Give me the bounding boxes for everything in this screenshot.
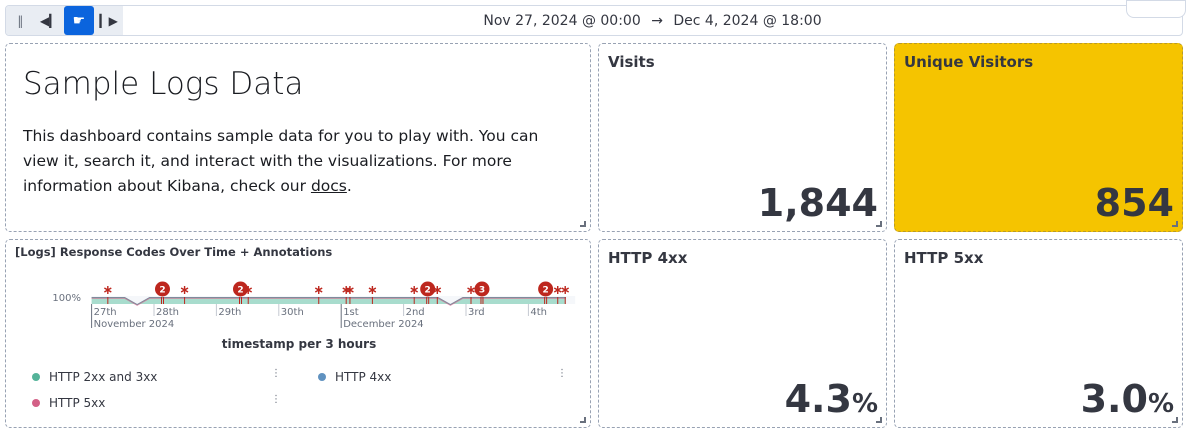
annotation-star-icon (314, 286, 323, 294)
annotation-badge (154, 281, 170, 297)
metric-unique-visitors: Unique Visitors 854 (894, 43, 1183, 232)
annotation-star-icon (553, 286, 562, 294)
annotation-star-icon (346, 286, 354, 294)
docs-link[interactable]: docs (310, 177, 347, 195)
x-tick-label: 3rd (468, 307, 485, 318)
annotation-badge (232, 281, 248, 297)
annotation-star-icon (104, 286, 112, 294)
pause-button[interactable]: ‖ (6, 6, 35, 35)
legend-item-4xx[interactable]: HTTP 4xx (318, 370, 391, 384)
legend-dot (32, 399, 40, 407)
metric-value: 3.0% (1080, 377, 1174, 421)
metric-title: Unique Visitors (904, 53, 1034, 71)
annotation-star-icon (368, 286, 377, 294)
x-tick-label: 1st (343, 307, 359, 318)
x-tick-label: 28th (156, 307, 179, 318)
corner-popover (1126, 0, 1186, 18)
step-forward-icon: ▎▶ (99, 13, 118, 28)
playback-controls: ‖ ◀▎ ☛ ▎▶ (6, 6, 123, 35)
x-tick-label: 4th (530, 307, 547, 318)
annotation-count: 2 (425, 286, 431, 296)
metric-title: HTTP 4xx (608, 249, 688, 267)
chart-title: [Logs] Response Codes Over Time + Annota… (15, 245, 333, 259)
legend-menu-icon[interactable]: ⋮ (557, 368, 567, 379)
metric-http-5xx: HTTP 5xx 3.0% (894, 239, 1183, 428)
legend-item-5xx[interactable]: HTTP 5xx (32, 396, 105, 410)
annotation-star-icon (410, 286, 419, 294)
legend-label: HTTP 2xx and 3xx (49, 370, 158, 384)
resize-handle[interactable] (580, 417, 586, 423)
step-back-button[interactable]: ◀▎ (35, 6, 64, 35)
x-tick-sublabel: November 2024 (94, 319, 175, 330)
play-button[interactable]: ☛ (63, 6, 95, 35)
annotation-badge (538, 281, 554, 297)
metric-http-4xx: HTTP 4xx 4.3% (598, 239, 887, 428)
series-line-HTTP 4xx (91, 297, 566, 306)
legend-label: HTTP 5xx (49, 396, 106, 410)
metric-value: 1,844 (757, 181, 878, 225)
step-forward-button[interactable]: ▎▶ (94, 6, 123, 35)
legend-label: HTTP 4xx (335, 370, 392, 384)
annotation-count: 2 (237, 286, 243, 296)
description-text: This dashboard contains sample data for … (23, 127, 539, 195)
metric-title: HTTP 5xx (904, 249, 984, 267)
x-tick-label: 27th (94, 307, 117, 318)
arrow-right-icon: → (651, 12, 663, 29)
annotation-star-icon (467, 286, 475, 294)
step-back-icon: ◀▎ (39, 13, 59, 28)
metric-value: 4.3% (784, 377, 878, 421)
markdown-panel: Sample Logs Data This dashboard contains… (5, 43, 591, 232)
legend-dot (32, 373, 40, 381)
metric-title: Visits (608, 53, 655, 71)
resize-handle[interactable] (1172, 221, 1178, 227)
legend-menu-icon[interactable]: ⋮ (271, 394, 281, 405)
annotation-count: 2 (542, 286, 548, 296)
page-title: Sample Logs Data (23, 66, 304, 102)
annotation-star-icon (180, 286, 189, 294)
legend-dot (318, 373, 326, 381)
legend-item-2xx[interactable]: HTTP 2xx and 3xx (32, 370, 157, 384)
annotation-count: 3 (479, 286, 485, 296)
metric-visits: Visits 1,844 (598, 43, 887, 232)
x-tick-sublabel: December 2024 (343, 319, 423, 330)
annotation-badge (474, 281, 490, 297)
annotation-count: 2 (159, 286, 165, 296)
series-area-HTTP 2xx and 3xx (91, 298, 566, 305)
description: This dashboard contains sample data for … (23, 124, 573, 199)
time-end: Dec 4, 2024 @ 18:00 (673, 12, 822, 29)
metric-value: 854 (1094, 181, 1174, 225)
chart-panel: [Logs] Response Codes Over Time + Annota… (5, 239, 591, 428)
time-start: Nov 27, 2024 @ 00:00 (483, 12, 641, 29)
legend-menu-icon[interactable]: ⋮ (271, 368, 281, 379)
resize-handle[interactable] (876, 221, 882, 227)
annotation-star-icon (561, 286, 570, 294)
annotation-star-icon (244, 286, 253, 294)
annotation-star-icon (433, 286, 442, 294)
play-icon: ☛ (72, 12, 86, 29)
x-tick-label: 30th (281, 307, 304, 318)
x-axis-title: timestamp per 3 hours (221, 337, 377, 351)
x-tick-label: 2nd (406, 307, 425, 318)
resize-handle[interactable] (876, 417, 882, 423)
annotation-badge (420, 281, 436, 297)
time-range[interactable]: Nov 27, 2024 @ 00:00 → Dec 4, 2024 @ 18:… (123, 13, 1182, 29)
description-end: . (346, 177, 352, 195)
x-tick-label: 29th (218, 307, 241, 318)
pause-icon: ‖ (17, 13, 24, 28)
time-toolbar: ‖ ◀▎ ☛ ▎▶ Nov 27, 2024 @ 00:00 → Dec 4, … (5, 0, 1186, 36)
resize-handle[interactable] (580, 221, 586, 227)
resize-handle[interactable] (1172, 417, 1178, 423)
y-tick-label: 100% (52, 293, 81, 304)
